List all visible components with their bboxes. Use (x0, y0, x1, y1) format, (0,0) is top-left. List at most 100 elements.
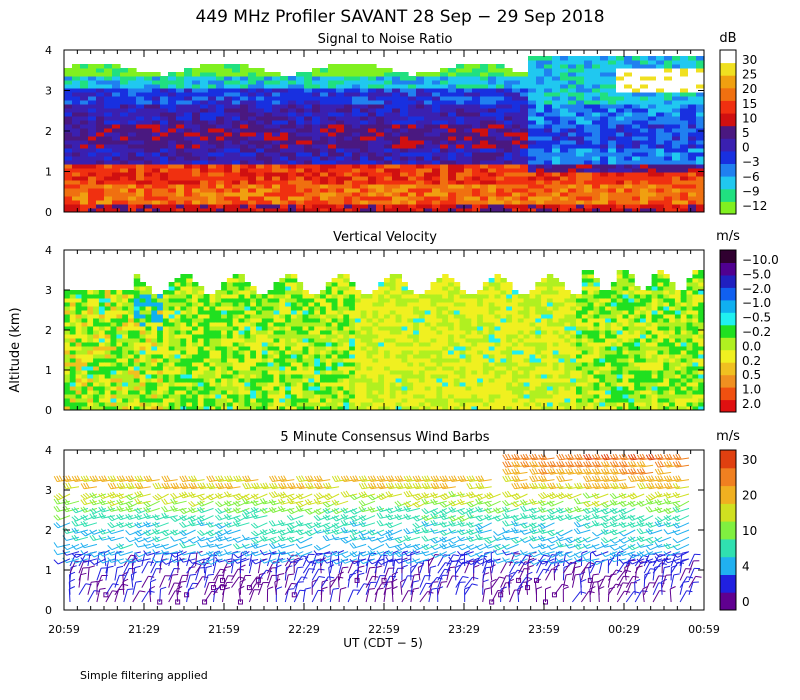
velocity-cell (244, 386, 251, 391)
velocity-cell (407, 386, 414, 391)
velocity-cell (296, 378, 304, 383)
velocity-cell (384, 374, 391, 379)
snr-cell (584, 112, 593, 117)
snr-cell (64, 116, 73, 121)
snr-cell (280, 148, 289, 153)
snr-cell (496, 108, 505, 113)
snr-cell (72, 160, 81, 165)
velocity-cell (221, 346, 228, 351)
velocity-cell (133, 354, 141, 359)
velocity-cell (221, 386, 228, 391)
snr-cell (288, 152, 297, 157)
snr-cell (288, 84, 297, 89)
snr-cell (464, 104, 473, 109)
snr-cell (520, 80, 529, 85)
velocity-cell (116, 310, 123, 315)
velocity-cell (349, 378, 356, 383)
velocity-cell (238, 406, 245, 411)
snr-cell (200, 128, 209, 133)
snr-cell (200, 196, 209, 201)
snr-cell (640, 68, 649, 73)
velocity-cell (174, 366, 181, 371)
velocity-cell (81, 370, 88, 375)
snr-cell (632, 108, 641, 113)
snr-cell (216, 176, 225, 181)
snr-cell (352, 108, 361, 113)
snr-cell (192, 108, 201, 113)
snr-cell (520, 104, 529, 109)
snr-cell (680, 120, 689, 125)
velocity-cell (378, 366, 385, 371)
snr-cell (568, 148, 577, 153)
velocity-cell (389, 346, 397, 351)
snr-cell (72, 188, 81, 193)
snr-cell (64, 184, 73, 189)
snr-cell (128, 192, 137, 197)
snr-cell (272, 128, 281, 133)
velocity-cell (378, 290, 385, 295)
snr-cell (632, 136, 641, 141)
velocity-cell (407, 314, 414, 319)
snr-cell (616, 64, 625, 69)
velocity-cell (139, 386, 146, 391)
snr-cell (120, 132, 129, 137)
velocity-cell (372, 354, 379, 359)
velocity-cell (116, 334, 123, 339)
snr-cell (136, 172, 145, 177)
snr-cell (176, 200, 185, 205)
snr-cell (136, 144, 145, 149)
snr-cell (576, 192, 585, 197)
velocity-cell (75, 314, 82, 319)
velocity-cell (244, 310, 251, 315)
velocity-cell (104, 294, 112, 299)
velocity-cell (418, 394, 426, 399)
snr-cell (64, 104, 73, 109)
snr-cell (560, 112, 569, 117)
snr-cell (384, 96, 393, 101)
snr-cell (656, 84, 665, 89)
velocity-cell (314, 318, 321, 323)
snr-cell (368, 156, 377, 161)
snr-cell (120, 200, 129, 205)
snr-cell (88, 140, 97, 145)
snr-cell (584, 140, 593, 145)
velocity-cell (238, 350, 245, 355)
velocity-cell (331, 342, 338, 347)
snr-cell (336, 72, 345, 77)
velocity-cell (238, 322, 245, 327)
snr-cell (256, 120, 265, 125)
velocity-cell (64, 306, 71, 311)
snr-cell (232, 128, 241, 133)
snr-cell (280, 184, 289, 189)
snr-cell (304, 184, 313, 189)
velocity-cell (87, 338, 94, 343)
snr-cell (640, 84, 649, 89)
velocity-cell (401, 398, 408, 403)
snr-cell (624, 112, 633, 117)
snr-cell (632, 152, 641, 157)
velocity-cell (116, 318, 123, 323)
snr-cell (496, 144, 505, 149)
velocity-cell (168, 286, 176, 291)
velocity-cell (389, 306, 397, 311)
velocity-cell (209, 342, 216, 347)
snr-cell (72, 120, 81, 125)
snr-cell (96, 124, 105, 129)
snr-cell (336, 148, 345, 153)
snr-cell (176, 80, 185, 85)
snr-cell (352, 124, 361, 129)
snr-cell (528, 136, 537, 141)
velocity-cell (285, 346, 292, 351)
snr-cell (320, 72, 329, 77)
snr-cell (696, 168, 705, 173)
velocity-cell (98, 382, 106, 387)
velocity-cell (267, 298, 274, 303)
velocity-cell (290, 362, 298, 367)
snr-cell (424, 128, 433, 133)
snr-cell (616, 184, 625, 189)
velocity-cell (209, 386, 216, 391)
snr-cell (104, 68, 113, 73)
snr-cell (160, 132, 169, 137)
snr-cell (600, 76, 609, 81)
snr-cell (128, 152, 137, 157)
